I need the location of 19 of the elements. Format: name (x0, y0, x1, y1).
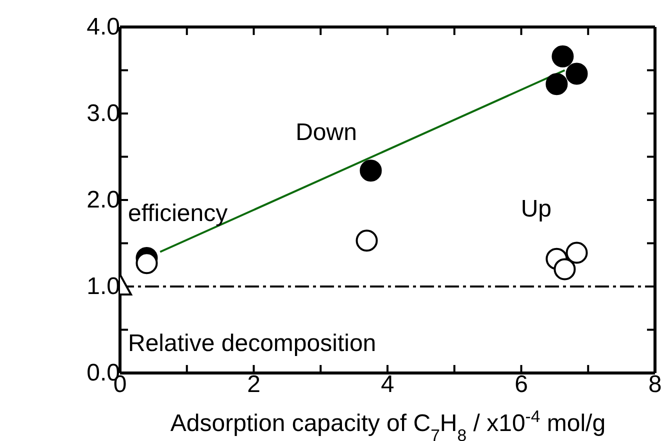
x-tick-label: 8 (648, 370, 662, 398)
point (360, 160, 382, 182)
y-tick-label: 4.0 (86, 14, 120, 40)
y-tick-label: 2.0 (86, 186, 120, 214)
annotation: Relative decomposition (128, 330, 376, 358)
x-tick-label: 6 (514, 370, 528, 398)
x-tick-label: 4 (380, 370, 394, 398)
x-axis-title: Adsorption capacity of C$_{7}$H$_{8}$ / x10$^{-4}$ mol/g (170, 406, 606, 441)
point (566, 62, 588, 85)
x-tick-label: 2 (247, 370, 260, 398)
point (554, 258, 576, 280)
point (136, 252, 158, 274)
y-tick-label: 1.0 (86, 273, 120, 300)
point (552, 45, 574, 68)
series-label: Up (520, 195, 552, 222)
series-label: Down (296, 119, 357, 146)
annotation: efficiency (128, 200, 228, 228)
point (546, 73, 568, 96)
y-tick-label: 3.0 (86, 100, 120, 127)
